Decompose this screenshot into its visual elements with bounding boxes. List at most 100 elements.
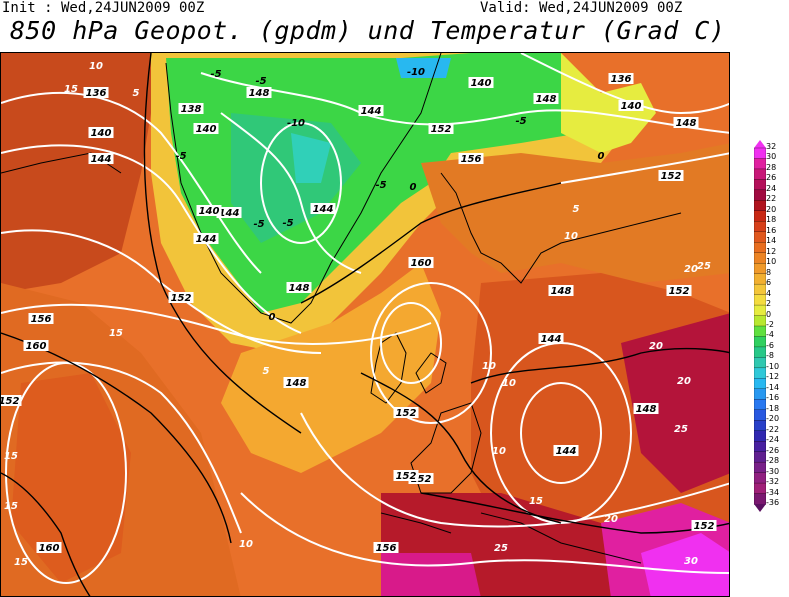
- temperature-label: -5: [375, 180, 386, 191]
- map-label-text: 144: [361, 106, 382, 117]
- colorbar-label: -20: [766, 414, 780, 424]
- geopotential-label: 136: [83, 87, 109, 99]
- colorbar-label: -16: [766, 393, 780, 403]
- geopotential-label: 160: [23, 340, 49, 352]
- colorbar-segment: [754, 158, 766, 170]
- map-label-text: -10: [407, 67, 425, 78]
- geopotential-label: 152: [408, 473, 434, 485]
- map-label-text: 144: [313, 204, 334, 215]
- map-label-text: 138: [181, 104, 202, 115]
- map-label-text: 15: [4, 451, 18, 462]
- colorbar-label: 16: [766, 225, 777, 235]
- temperature-label: 10: [482, 361, 496, 372]
- weather-map: 10 136 15 5 140 144 138 148 -5 140 -5 144 -10 144 140 1…: [0, 52, 730, 597]
- map-label-text: 140: [91, 128, 112, 139]
- temperature-label: 5: [573, 204, 580, 215]
- temperature-label: 10: [239, 539, 253, 550]
- geopotential-label: 152: [168, 292, 194, 304]
- map-label-text: 144: [196, 234, 217, 245]
- geopotential-label: 144: [216, 207, 242, 219]
- map-label-text: 156: [376, 543, 397, 554]
- geopotential-label: 148: [533, 93, 559, 105]
- map-label-text: 15: [64, 84, 78, 95]
- temperature-label: 15: [4, 451, 18, 462]
- temperature-label: -5: [255, 76, 266, 87]
- colorbar-segment: [754, 147, 766, 160]
- map-label-text: 15: [529, 496, 543, 507]
- map-label-text: 144: [219, 208, 240, 219]
- map-label-text: 10: [482, 361, 496, 372]
- map-label-text: 144: [91, 154, 112, 165]
- map-label-text: 140: [196, 124, 217, 135]
- map-label-text: 10: [89, 61, 103, 72]
- colorbar-label: 8: [766, 267, 772, 277]
- colorbar-label: -4: [766, 330, 774, 340]
- colorbar-label: -22: [766, 424, 780, 434]
- map-label-text: 10: [564, 231, 578, 242]
- map-label-text: 152: [396, 471, 417, 482]
- colorbar-segment: [754, 461, 766, 474]
- map-label-text: 160: [411, 258, 432, 269]
- temperature-label: 5: [133, 88, 140, 99]
- colorbar-label: 14: [766, 236, 777, 246]
- colorbar-segment: [754, 420, 766, 432]
- map-label-text: 148: [286, 378, 307, 389]
- colorbar-segment: [754, 242, 766, 254]
- init-time: Init : Wed,24JUN2009 00Z: [2, 0, 205, 16]
- colorbar-segment: [754, 221, 766, 233]
- map-label-text: -5: [255, 76, 266, 87]
- colorbar-segment: [754, 304, 766, 317]
- temperature-label: 15: [4, 501, 18, 512]
- map-label-text: 15: [109, 328, 123, 339]
- temperature-label: 15: [109, 328, 123, 339]
- geopotential-label: 152: [1, 395, 22, 407]
- map-label-text: 148: [551, 286, 572, 297]
- colorbar-label: 0: [766, 309, 772, 319]
- geopotential-label: 144: [193, 233, 219, 245]
- temperature-label: 10: [89, 61, 103, 72]
- map-label-text: 5: [133, 88, 140, 99]
- geopotential-label: 144: [88, 153, 114, 165]
- geopotential-label: 152: [658, 170, 684, 182]
- map-label-text: 144: [541, 334, 562, 345]
- colorbar-segment: [754, 168, 766, 181]
- colorbar-segment: [754, 315, 766, 327]
- colorbar-label: 2: [766, 299, 772, 309]
- map-label-text: 20: [684, 264, 698, 275]
- temperature-label: -5: [175, 151, 186, 162]
- temperature-label: 10: [564, 231, 578, 242]
- geopotential-label: 160: [36, 542, 62, 554]
- colorbar-segment: [754, 357, 766, 369]
- temperature-label: 15: [64, 84, 78, 95]
- colorbar-segment: [754, 367, 766, 380]
- colorbar-label: -10: [766, 361, 780, 371]
- temperature-label: 0: [410, 182, 417, 193]
- temperature-label: 0: [269, 312, 276, 323]
- geopotential-label: 148: [283, 377, 309, 389]
- geopotential-label: 144: [538, 333, 564, 345]
- temperature-label: 30: [684, 556, 698, 567]
- map-label-text: 148: [536, 94, 557, 105]
- colorbar-segment: [754, 378, 766, 390]
- colorbar-label: -34: [766, 487, 780, 497]
- map-label-text: -5: [175, 151, 186, 162]
- map-label-text: 156: [461, 154, 482, 165]
- geopotential-label: 148: [286, 282, 312, 294]
- map-label-text: 152: [411, 474, 432, 485]
- map-label-text: 20: [604, 514, 618, 525]
- colorbar-segment: [754, 263, 766, 275]
- colorbar-label: 22: [766, 194, 777, 204]
- colorbar-segment: [754, 210, 766, 222]
- temperature-label: 25: [674, 424, 688, 435]
- colorbar-label: -8: [766, 351, 774, 361]
- map-label-text: 5: [573, 204, 580, 215]
- map-label-text: 0: [269, 312, 276, 323]
- colorbar-label: -24: [766, 435, 780, 445]
- temperature-label: 20: [677, 376, 691, 387]
- map-title: 850 hPa Geopot. (gpdm) und Temperatur (G…: [10, 16, 726, 45]
- temperature-label: 20: [604, 514, 618, 525]
- map-label-text: 25: [697, 261, 711, 272]
- temperature-label: 25: [494, 543, 508, 554]
- colorbar-label: 20: [766, 204, 777, 214]
